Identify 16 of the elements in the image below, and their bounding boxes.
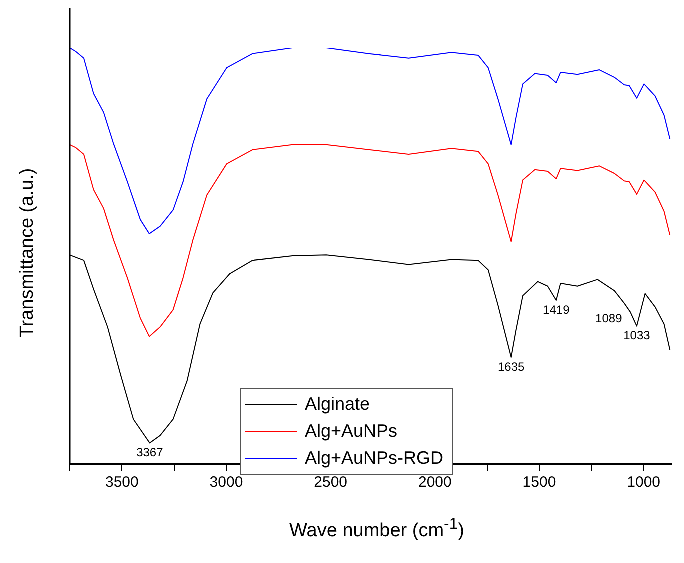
legend-label: Alg+AuNPs [305, 421, 398, 442]
annotation: 1033 [624, 328, 651, 343]
legend-label: Alginate [305, 394, 370, 415]
annotation: 1419 [543, 302, 570, 317]
x-tick-label: 3000 [210, 474, 244, 492]
annotation: 3367 [136, 446, 164, 460]
x-tick-label: 3500 [105, 474, 139, 492]
x-tick-label: 2500 [314, 474, 348, 492]
x-tick-label: 2000 [418, 474, 452, 492]
x-axis-title: Wave number (cm$^{-1}$) [288, 516, 466, 542]
annotation: 1089 [596, 312, 623, 326]
annotation: 1635 [498, 360, 525, 374]
x-tick-label: 1000 [627, 474, 661, 492]
y-axis-title: Transmittance (a.u.) [17, 168, 39, 338]
legend-label: Alg+AuNPs-RGD [305, 448, 444, 469]
x-tick-label: 1500 [522, 474, 556, 492]
